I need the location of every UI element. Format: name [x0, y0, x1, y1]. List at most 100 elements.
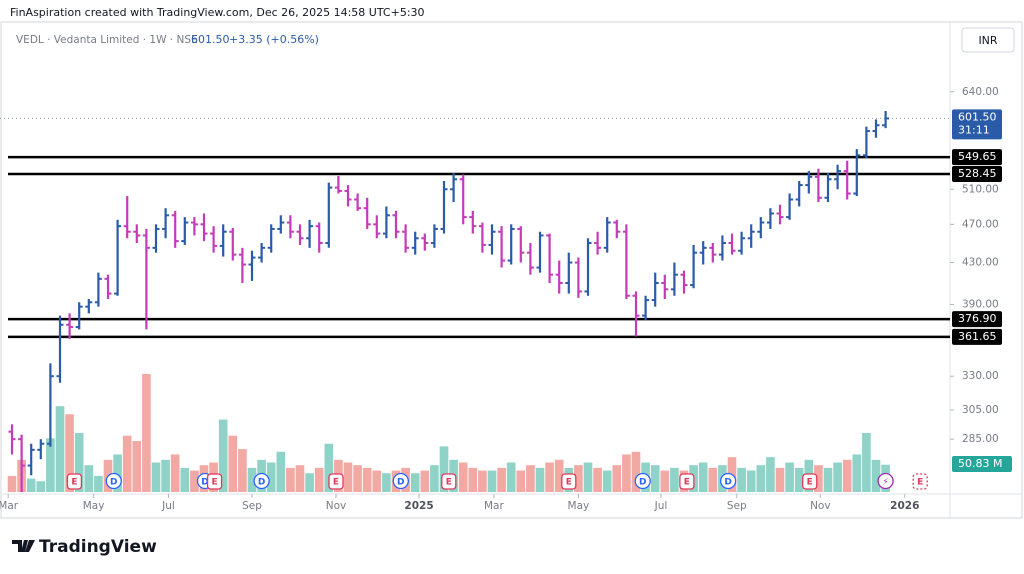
volume-bar: [266, 462, 276, 492]
ohlc-bar: [315, 222, 323, 253]
event-marker[interactable]: D: [392, 472, 409, 490]
volume-bar: [247, 467, 257, 492]
event-label: E: [211, 478, 217, 488]
event-marker[interactable]: E: [802, 473, 818, 490]
event-marker[interactable]: E: [441, 473, 457, 490]
ohlc-bar: [37, 439, 45, 460]
level-tag: [952, 166, 1002, 183]
ohlc-bar: [814, 168, 822, 203]
ohlc-bar: [584, 238, 592, 296]
event-badge: [392, 472, 409, 490]
volume-bar: [228, 435, 238, 492]
ohlc-bar: [786, 193, 794, 220]
x-tick-label: May: [83, 500, 105, 512]
event-marker[interactable]: D: [720, 472, 737, 490]
event-badge: [206, 473, 223, 490]
event-marker[interactable]: E: [206, 473, 223, 490]
ohlc-bar: [546, 233, 554, 283]
ohlc-bar: [373, 215, 381, 239]
event-badge: [66, 473, 83, 490]
ohlc-bar: [670, 262, 678, 296]
ohlc-bar: [286, 215, 294, 239]
x-tick-label: Nov: [326, 500, 347, 512]
volume-bar: [286, 467, 295, 492]
y-tick-label: 640.00: [962, 86, 999, 98]
ohlc-bar: [709, 243, 717, 263]
y-tick-label: 330.00: [962, 370, 999, 382]
ohlc-bar: [277, 215, 285, 234]
ohlc-bar: [603, 217, 611, 253]
ohlc-bar: [85, 298, 93, 314]
ohlc-bar: [354, 193, 362, 211]
ohlc-bar: [642, 295, 650, 321]
volume-bar: [833, 462, 842, 492]
level-label: 549.65: [958, 150, 997, 163]
event-marker[interactable]: E: [912, 473, 928, 490]
ohlc-bar: [142, 228, 150, 330]
event-badge: [253, 472, 270, 490]
volume-bar: [612, 465, 622, 492]
ohlc-bar: [680, 270, 688, 294]
volume-bar: [554, 459, 564, 492]
volume-bar: [46, 438, 55, 492]
ohlc-bar: [862, 126, 870, 159]
event-badge: [802, 473, 818, 490]
event-marker[interactable]: E: [561, 473, 577, 490]
ohlc-bar: [594, 231, 602, 255]
ohlc-bar: [757, 217, 765, 239]
ohlc-bar: [536, 231, 544, 273]
ohlc-bar: [382, 206, 390, 239]
ohlc-bar: [200, 213, 208, 242]
volume-bar: [295, 465, 305, 492]
event-marker[interactable]: E: [679, 473, 695, 490]
ohlc-bar: [296, 224, 304, 245]
ohlc-bar: [104, 274, 112, 299]
event-badge: [679, 473, 695, 490]
volume-bar: [545, 462, 554, 492]
event-marker[interactable]: D: [105, 472, 122, 490]
y-tick-label: 305.00: [962, 404, 999, 416]
volume-bar: [468, 467, 478, 492]
header: FinAspiration created with TradingView.c…: [10, 6, 425, 19]
y-tick-label: 430.00: [962, 257, 999, 269]
volume-bar: [785, 462, 794, 492]
x-tick-label: Nov: [810, 500, 831, 512]
x-tick-label: May: [568, 500, 590, 512]
volume-bar: [852, 454, 862, 492]
volume-tag-label: 50.83 M: [958, 457, 1002, 470]
currency-box[interactable]: [961, 27, 1015, 53]
volume-bar: [84, 465, 94, 492]
symbol: VEDL · Vedanta Limited · 1W · NSE: [16, 34, 198, 46]
event-marker[interactable]: E: [66, 473, 83, 490]
ohlc-bar: [517, 226, 525, 263]
event-marker[interactable]: D: [634, 472, 651, 490]
ohlc-bar: [75, 302, 83, 330]
volume-bar: [305, 473, 314, 492]
ohlc-bar: [363, 197, 371, 229]
y-tick-label: 285.00: [962, 433, 999, 445]
ohlc-bar: [114, 219, 122, 296]
volume-bar: [161, 459, 170, 492]
x-tick-label: Mar: [0, 500, 19, 512]
event-label: E: [917, 478, 923, 488]
ohlc-bar: [18, 434, 26, 492]
volume-bar: [170, 454, 180, 492]
event-badge: [877, 472, 894, 490]
event-marker[interactable]: ⚡: [877, 472, 894, 490]
chart-frame: [0, 21, 1023, 519]
event-label: D: [201, 478, 208, 488]
event-marker[interactable]: E: [328, 473, 344, 490]
event-marker[interactable]: D: [253, 472, 270, 490]
last-price: 601.50: [191, 33, 230, 46]
event-label: E: [446, 478, 452, 488]
level-tag: [952, 311, 1002, 328]
ohlc-bar: [882, 110, 890, 129]
event-badge: [441, 473, 457, 490]
ohlc-bar: [325, 182, 333, 248]
volume-bar: [74, 433, 84, 492]
volume-bar: [36, 481, 46, 492]
ohlc-bar: [728, 233, 736, 255]
ohlc-bar: [440, 180, 448, 234]
volume-bar: [142, 374, 151, 492]
